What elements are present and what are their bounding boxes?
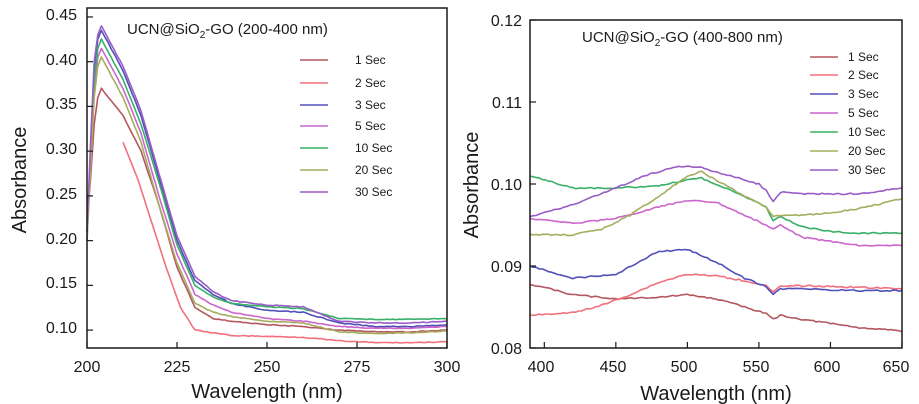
left-y-tick-label: 0.40 xyxy=(46,52,77,69)
left-x-tick-label: 250 xyxy=(254,359,281,376)
right-x-tick-label: 450 xyxy=(600,359,627,376)
left-series-line-10-sec xyxy=(86,38,448,321)
right-y-tick-label: 0.11 xyxy=(492,95,522,112)
left-y-tick-label: 0.10 xyxy=(46,320,77,337)
right-y-tick-label: 0.08 xyxy=(491,341,522,358)
left-y-axis-label: Absorbance xyxy=(9,127,31,234)
legend-label-3-sec: 3 Sec xyxy=(848,87,879,101)
legend-label-1-sec: 1 Sec xyxy=(355,53,386,67)
legend-label-10-sec: 10 Sec xyxy=(355,141,392,155)
right-x-tick-labels: 400 450 500 550 600 650 xyxy=(528,359,910,376)
legend-label-30-sec: 30 Sec xyxy=(848,163,885,177)
left-y-tick-label: 0.35 xyxy=(46,96,77,113)
left-y-tick-label: 0.20 xyxy=(46,231,77,248)
left-ticks xyxy=(86,16,448,348)
left-y-tick-label: 0.15 xyxy=(46,275,77,292)
left-x-tick-labels: 200 225 250 275 300 xyxy=(74,359,461,376)
right-x-tick-label: 500 xyxy=(671,359,698,376)
right-series-line-10-sec xyxy=(529,175,903,235)
legend-label-5-sec: 5 Sec xyxy=(848,106,879,120)
left-y-tick-label: 0.30 xyxy=(46,141,77,158)
right-series-lines xyxy=(529,165,903,333)
right-x-tick-label: 550 xyxy=(743,359,770,376)
left-y-tick-label: 0.45 xyxy=(46,7,77,24)
legend-label-20-sec: 20 Sec xyxy=(848,144,885,158)
legend-label-3-sec: 3 Sec xyxy=(355,98,386,112)
left-series-line-20-sec xyxy=(86,56,448,335)
right-chart-title: UCN@SiO2-GO (400-800 nm) xyxy=(582,29,783,49)
right-y-tick-label: 0.10 xyxy=(491,177,522,194)
chart-right: 400 450 500 550 600 650 0.08 0.09 0.10 0… xyxy=(461,13,909,404)
right-series-line-3-sec xyxy=(529,248,903,296)
right-x-axis-label: Wavelength (nm) xyxy=(640,383,792,404)
right-x-tick-label: 600 xyxy=(814,359,841,376)
left-x-tick-label: 225 xyxy=(164,359,191,376)
right-series-line-2-sec xyxy=(529,273,903,317)
right-x-tick-label: 650 xyxy=(883,359,910,376)
right-y-tick-label: 0.09 xyxy=(491,259,522,276)
legend-label-20-sec: 20 Sec xyxy=(355,163,392,177)
right-series-line-30-sec xyxy=(529,165,903,218)
left-series-line-1-sec xyxy=(86,87,448,334)
left-x-tick-label: 300 xyxy=(434,359,461,376)
right-y-tick-label: 0.12 xyxy=(491,13,522,30)
right-x-tick-label: 400 xyxy=(528,359,555,376)
chart-left: 200 225 250 275 300 0.10 0.15 0.20 0.25 … xyxy=(9,7,460,403)
left-series-line-5-sec xyxy=(86,47,447,330)
legend-label-5-sec: 5 Sec xyxy=(355,119,386,133)
right-series-line-20-sec xyxy=(529,170,903,237)
right-series-line-5-sec xyxy=(529,199,903,247)
left-x-axis-label: Wavelength (nm) xyxy=(191,381,343,403)
legend-label-1-sec: 1 Sec xyxy=(848,50,879,64)
left-y-tick-labels: 0.10 0.15 0.20 0.25 0.30 0.35 0.40 0.45 xyxy=(46,7,77,337)
left-x-tick-label: 275 xyxy=(344,359,371,376)
legend-label-30-sec: 30 Sec xyxy=(355,185,392,199)
right-legend: 1 Sec 2 Sec 3 Sec 5 Sec 10 Sec 20 Sec 30… xyxy=(810,50,885,177)
right-ticks xyxy=(530,19,903,349)
left-chart-title: UCN@SiO2-GO (200-400 nm) xyxy=(127,21,328,41)
right-series-line-1-sec xyxy=(529,283,903,333)
legend-label-2-sec: 2 Sec xyxy=(848,68,879,82)
right-y-axis-label: Absorbance xyxy=(461,132,483,239)
left-x-tick-label: 200 xyxy=(74,359,101,376)
right-y-tick-labels: 0.08 0.09 0.10 0.11 0.12 xyxy=(491,13,522,358)
left-plot-frame xyxy=(86,7,448,349)
left-series-line-2-sec xyxy=(122,141,447,344)
legend-label-10-sec: 10 Sec xyxy=(848,125,885,139)
legend-label-2-sec: 2 Sec xyxy=(355,76,386,90)
left-series-line-30-sec xyxy=(86,25,448,325)
left-y-tick-label: 0.25 xyxy=(46,186,77,203)
left-series-line-3-sec xyxy=(86,29,448,328)
left-series-lines xyxy=(86,25,448,344)
left-legend: 1 Sec 2 Sec 3 Sec 5 Sec 10 Sec 20 Sec 30… xyxy=(300,53,392,199)
